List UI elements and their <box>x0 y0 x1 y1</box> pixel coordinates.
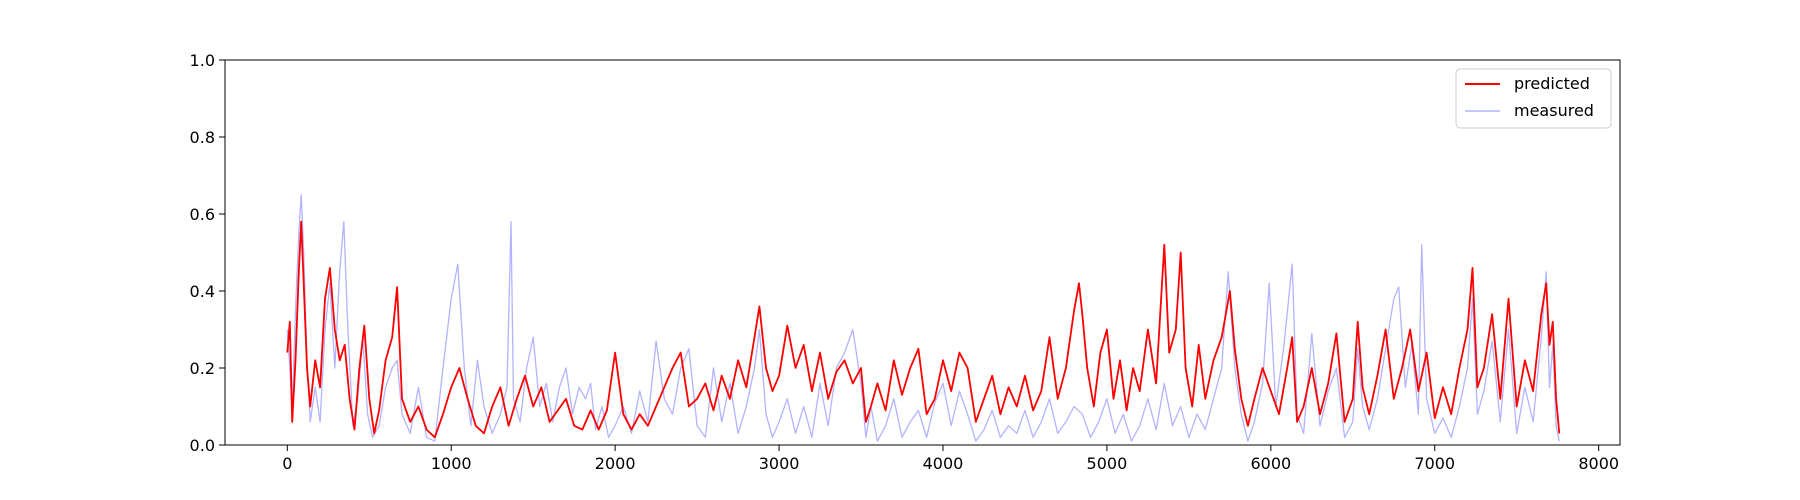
series-line-measured <box>286 194 1560 442</box>
x-tick-label: 0 <box>282 454 292 473</box>
y-tick-label: 0.2 <box>190 359 215 378</box>
plot-frame <box>224 59 1621 446</box>
legend-label-predicted: predicted <box>1514 74 1590 93</box>
x-tick-label: 3000 <box>759 454 800 473</box>
x-axis: 0 1000 2000 3000 4000 5000 6000 7000 8000 <box>282 445 1619 473</box>
y-axis: 0.0 0.2 0.4 0.6 0.8 1.0 <box>190 51 225 455</box>
y-tick-label: 0.8 <box>190 128 215 147</box>
y-tick-label: 0.4 <box>190 282 215 301</box>
x-tick-label: 4000 <box>923 454 964 473</box>
legend: predicted measured <box>1455 68 1612 129</box>
x-tick-label: 8000 <box>1578 454 1619 473</box>
series-line-predicted <box>286 220 1561 439</box>
y-tick-label: 1.0 <box>190 51 215 70</box>
x-tick-label: 1000 <box>431 454 472 473</box>
y-tick-label: 0.6 <box>190 205 215 224</box>
legend-label-measured: measured <box>1514 101 1594 120</box>
x-tick-label: 5000 <box>1087 454 1128 473</box>
x-tick-label: 6000 <box>1250 454 1291 473</box>
series-layer <box>286 194 1561 442</box>
y-tick-label: 0.0 <box>190 436 215 455</box>
x-tick-label: 7000 <box>1414 454 1455 473</box>
x-tick-label: 2000 <box>595 454 636 473</box>
